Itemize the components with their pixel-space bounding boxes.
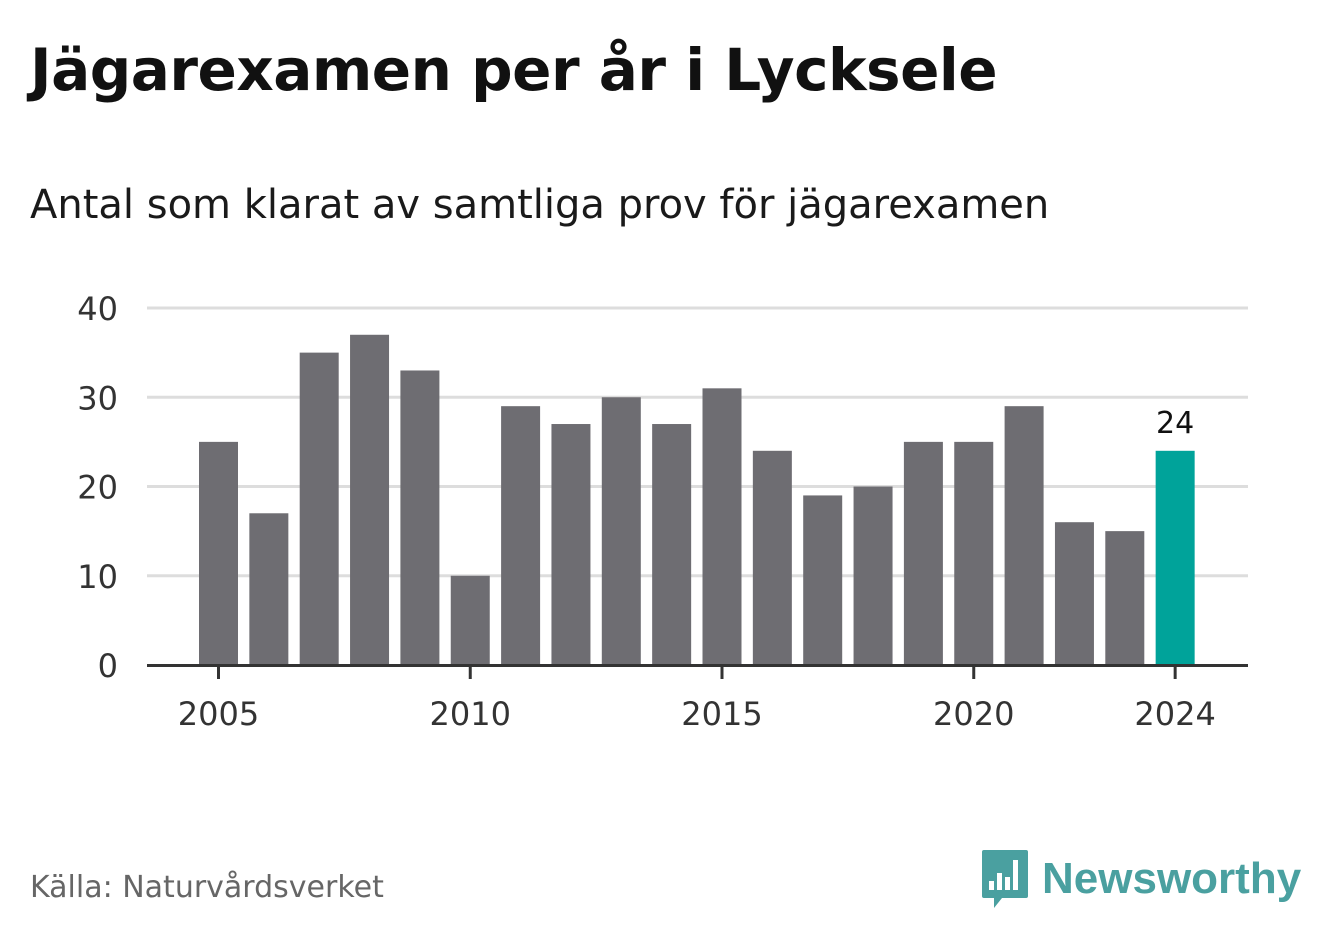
bar-2018 (853, 486, 893, 665)
bar-2006 (249, 513, 289, 665)
brand-logo: Newsworthy (980, 848, 1301, 910)
bars (199, 334, 1195, 665)
x-tick-label: 2010 (430, 695, 511, 733)
bar-2010 (450, 575, 490, 665)
x-tick-label: 2020 (933, 695, 1014, 733)
y-tick-label: 0 (98, 647, 118, 685)
y-axis-tick-labels: 0 10 20 30 40 (77, 290, 118, 685)
data-label-2024: 24 (1156, 406, 1194, 441)
bar-2016 (752, 450, 792, 665)
chart-subtitle: Antal som klarat av samtliga prov för jä… (30, 182, 1050, 228)
bar-2015 (702, 388, 742, 665)
y-tick-label: 40 (77, 290, 118, 328)
bar-2009 (400, 370, 440, 665)
bar-2019 (903, 441, 943, 665)
bar-2012 (551, 424, 591, 665)
bar-2024 (1155, 450, 1195, 665)
y-tick-label: 10 (77, 558, 118, 596)
bar-2020 (954, 441, 994, 665)
chart-title: Jägarexamen per år i Lycksele (30, 36, 998, 104)
bar-2013 (601, 397, 641, 665)
data-labels: 24 (1156, 406, 1194, 441)
bar-2022 (1054, 522, 1094, 665)
x-tick-label: 2024 (1134, 695, 1215, 733)
source-note: Källa: Naturvårdsverket (30, 870, 384, 905)
x-tick-label: 2005 (178, 695, 259, 733)
bar-2007 (299, 352, 339, 665)
x-axis-ticks: 2005 2010 2015 2020 2024 (178, 665, 1216, 733)
y-tick-label: 20 (77, 469, 118, 507)
bar-2023 (1105, 531, 1145, 665)
bar-2011 (501, 406, 541, 665)
bar-2021 (1004, 406, 1044, 665)
bar-2014 (652, 424, 692, 665)
bar-2005 (199, 441, 238, 665)
y-tick-label: 30 (77, 379, 118, 417)
bar-2017 (803, 495, 843, 665)
brand-name: Newsworthy (1042, 854, 1302, 903)
bar-2008 (350, 334, 390, 665)
x-tick-label: 2015 (681, 695, 762, 733)
newsworthy-logo-icon (982, 850, 1028, 908)
